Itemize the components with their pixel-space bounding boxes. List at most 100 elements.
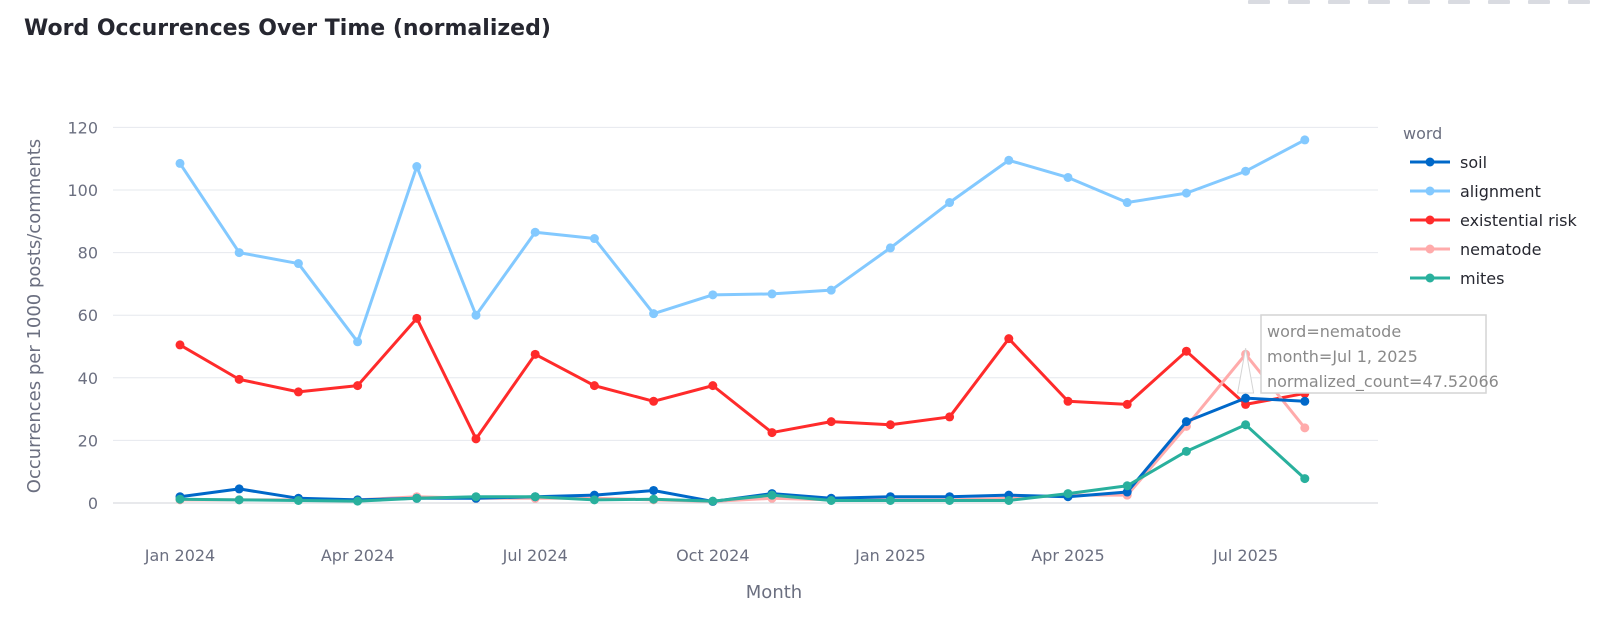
y-tick-label: 0 xyxy=(88,494,98,513)
data-point-existential-risk[interactable] xyxy=(412,313,422,323)
reset-icon[interactable] xyxy=(1528,0,1550,4)
data-point-alignment[interactable] xyxy=(1004,155,1014,165)
legend-item-mites[interactable]: mites xyxy=(1410,269,1504,288)
x-tick-label: Apr 2025 xyxy=(1031,546,1104,565)
zoom-out-icon[interactable] xyxy=(1448,0,1470,4)
data-point-existential-risk[interactable] xyxy=(1241,399,1251,409)
autoscale-icon[interactable] xyxy=(1488,0,1510,4)
fullscreen-icon[interactable] xyxy=(1568,0,1590,4)
data-point-soil[interactable] xyxy=(1181,417,1191,427)
series-line-mites[interactable] xyxy=(179,423,1306,503)
data-point-mites[interactable] xyxy=(1300,474,1310,484)
data-point-alignment[interactable] xyxy=(1063,172,1073,182)
data-point-mites[interactable] xyxy=(293,495,303,505)
data-point-mites[interactable] xyxy=(175,494,185,504)
series-alignment[interactable] xyxy=(175,135,1310,347)
data-point-mites[interactable] xyxy=(945,495,955,505)
data-point-alignment[interactable] xyxy=(708,290,718,300)
select-icon[interactable] xyxy=(1368,0,1390,4)
series-mites[interactable] xyxy=(175,420,1310,506)
data-point-alignment[interactable] xyxy=(767,289,777,299)
legend-item-alignment[interactable]: alignment xyxy=(1410,182,1541,201)
data-point-mites[interactable] xyxy=(1004,495,1014,505)
hover-tooltip: word=nematode month=Jul 1, 2025 normalized… xyxy=(1237,314,1499,394)
data-point-alignment[interactable] xyxy=(589,234,599,244)
legend-marker xyxy=(1425,215,1435,225)
data-point-existential-risk[interactable] xyxy=(1122,399,1132,409)
data-point-existential-risk[interactable] xyxy=(1181,346,1191,356)
data-point-alignment[interactable] xyxy=(471,310,481,320)
data-point-nematode[interactable] xyxy=(1300,423,1310,433)
data-point-alignment[interactable] xyxy=(175,158,185,168)
data-point-existential-risk[interactable] xyxy=(649,396,659,406)
series-existential-risk[interactable] xyxy=(175,313,1310,444)
series-group xyxy=(175,135,1310,506)
legend-label: mites xyxy=(1460,269,1504,288)
data-point-mites[interactable] xyxy=(826,495,836,505)
data-point-existential-risk[interactable] xyxy=(708,381,718,391)
data-point-existential-risk[interactable] xyxy=(885,420,895,430)
data-point-existential-risk[interactable] xyxy=(1004,334,1014,344)
data-point-mites[interactable] xyxy=(885,495,895,505)
legend-item-existential-risk[interactable]: existential risk xyxy=(1410,211,1577,230)
series-line-alignment[interactable] xyxy=(178,138,1306,344)
data-point-mites[interactable] xyxy=(234,495,244,505)
zoom-icon[interactable] xyxy=(1288,0,1310,4)
data-point-existential-risk[interactable] xyxy=(767,428,777,438)
data-point-soil[interactable] xyxy=(1241,393,1251,403)
data-point-soil[interactable] xyxy=(1122,487,1132,497)
data-point-alignment[interactable] xyxy=(234,248,244,258)
data-point-alignment[interactable] xyxy=(1181,188,1191,198)
data-point-existential-risk[interactable] xyxy=(1063,396,1073,406)
data-point-alignment[interactable] xyxy=(1122,198,1132,208)
legend-item-soil[interactable]: soil xyxy=(1410,153,1487,172)
data-point-existential-risk[interactable] xyxy=(234,374,244,384)
y-axis-ticks: 0 20 40 60 80 100 120 xyxy=(67,118,98,513)
data-point-mites[interactable] xyxy=(708,496,718,506)
data-point-soil[interactable] xyxy=(1300,396,1310,406)
data-point-mites[interactable] xyxy=(1241,420,1251,430)
data-point-alignment[interactable] xyxy=(885,243,895,253)
data-point-existential-risk[interactable] xyxy=(589,381,599,391)
data-point-mites[interactable] xyxy=(530,492,540,502)
data-point-soil[interactable] xyxy=(649,485,659,495)
y-axis-title: Occurrences per 1000 posts/comments xyxy=(24,139,45,493)
data-point-mites[interactable] xyxy=(767,490,777,500)
zoom-in-icon[interactable] xyxy=(1408,0,1430,4)
data-point-existential-risk[interactable] xyxy=(175,340,185,350)
data-point-mites[interactable] xyxy=(1181,446,1191,456)
legend-item-nematode[interactable]: nematode xyxy=(1410,240,1541,259)
data-point-mites[interactable] xyxy=(412,493,422,503)
data-point-mites[interactable] xyxy=(1063,489,1073,499)
data-point-existential-risk[interactable] xyxy=(293,387,303,397)
data-point-mites[interactable] xyxy=(589,495,599,505)
pan-icon[interactable] xyxy=(1328,0,1350,4)
legend-title: word xyxy=(1403,124,1442,143)
x-tick-label: Apr 2024 xyxy=(321,546,394,565)
data-point-mites[interactable] xyxy=(471,492,481,502)
data-point-alignment[interactable] xyxy=(530,227,540,237)
data-point-alignment[interactable] xyxy=(353,337,363,347)
data-point-existential-risk[interactable] xyxy=(471,434,481,444)
data-point-alignment[interactable] xyxy=(649,309,659,319)
data-point-alignment[interactable] xyxy=(293,259,303,269)
data-point-mites[interactable] xyxy=(353,496,363,506)
data-point-existential-risk[interactable] xyxy=(530,349,540,359)
data-point-mites[interactable] xyxy=(1122,481,1132,491)
data-point-alignment[interactable] xyxy=(1300,135,1310,145)
grid-lines xyxy=(113,126,1378,504)
data-point-alignment[interactable] xyxy=(826,285,836,295)
data-point-existential-risk[interactable] xyxy=(353,381,363,391)
camera-icon[interactable] xyxy=(1248,0,1270,4)
data-point-existential-risk[interactable] xyxy=(826,417,836,427)
data-point-alignment[interactable] xyxy=(945,198,955,208)
data-point-alignment[interactable] xyxy=(1241,166,1251,176)
data-point-existential-risk[interactable] xyxy=(945,412,955,422)
data-point-alignment[interactable] xyxy=(412,162,422,172)
x-axis-ticks: Jan 2024 Apr 2024 Jul 2024 Oct 2024 Jan 2025… xyxy=(144,546,1278,565)
series-nematode[interactable] xyxy=(175,349,1310,506)
data-point-mites[interactable] xyxy=(649,494,659,504)
data-point-soil[interactable] xyxy=(234,484,244,494)
series-line-existential-risk[interactable] xyxy=(179,316,1306,441)
